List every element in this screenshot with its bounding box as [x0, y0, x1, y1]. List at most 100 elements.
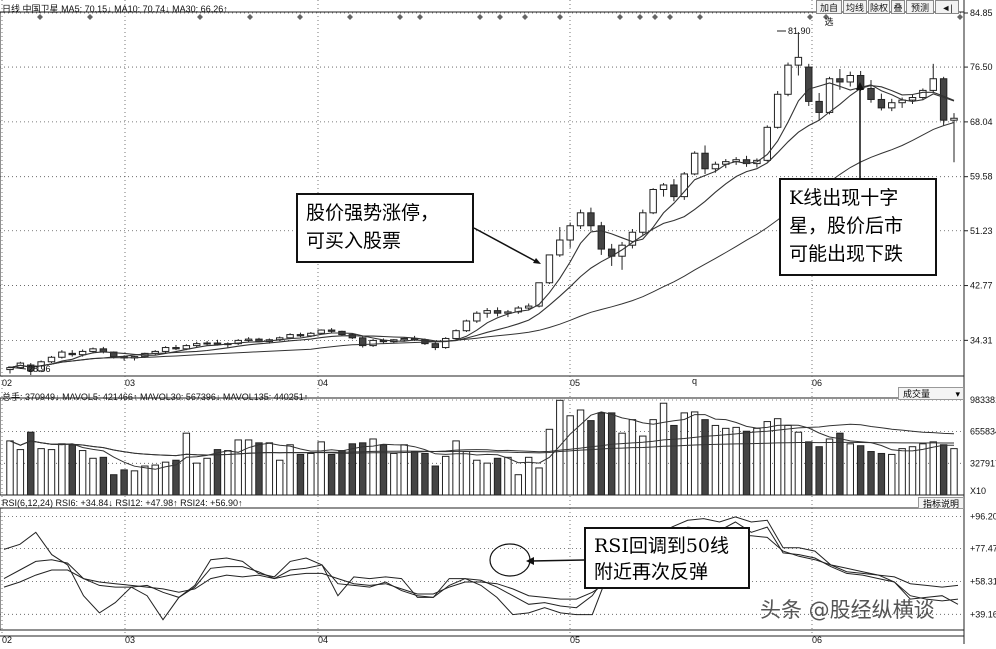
forecast-button[interactable]: 预测	[906, 0, 934, 14]
callout-rsi: RSI回调到50线 附近再次反弹	[584, 527, 750, 589]
candle-body	[888, 102, 896, 109]
candle-body	[711, 163, 720, 170]
rsi24-line	[3, 535, 959, 600]
callout-doji-line-3: 可能出现下跌	[789, 243, 904, 265]
indicator-select[interactable]: 成交量	[898, 387, 964, 401]
volume-bar	[193, 462, 201, 496]
volume-bar	[421, 452, 429, 496]
volume-bar	[244, 439, 253, 496]
candle-body	[784, 64, 792, 95]
volume-bar	[265, 442, 274, 496]
candle-body	[234, 339, 242, 345]
volume-bar	[161, 461, 170, 496]
candle-body	[597, 225, 606, 250]
x-axis-label: 03	[125, 635, 135, 644]
volume-bar	[504, 456, 512, 496]
volume-axis-label: 983381	[970, 395, 996, 405]
volume-header: 总手: 370949↓ MAVOL5: 421466↑ MAVOL30: 567…	[2, 390, 308, 403]
candle-body	[587, 212, 595, 227]
volume-bar	[815, 446, 823, 496]
candle-body	[203, 342, 211, 345]
candle-body	[431, 343, 440, 349]
callout-rsi-line-1: RSI回调到50线	[594, 535, 730, 557]
info-marker-icon	[637, 14, 643, 20]
volume-bar	[348, 443, 357, 496]
info-marker-icon	[497, 14, 503, 20]
volume-bar	[110, 474, 118, 496]
price-axis-label: 51.23	[970, 226, 993, 236]
volume-bar	[358, 442, 367, 496]
volume-axis-label: 655834	[970, 427, 996, 437]
volume-bar	[58, 443, 66, 496]
volume-bar	[576, 409, 585, 496]
mavol5-line	[9, 411, 954, 470]
collapse-button[interactable]: ◄|	[935, 0, 959, 14]
price-axis-label: 42.77	[970, 281, 993, 291]
volume-bar	[307, 452, 315, 496]
mavol5-value: MAVOL5: 421466↑	[62, 392, 138, 402]
overlay-button[interactable]: 叠	[891, 0, 905, 14]
volume-bar	[524, 456, 533, 496]
x-axis-label: 02	[2, 635, 12, 644]
callout-limit-up-line-2: 可买入股票	[306, 230, 402, 252]
candle-body	[89, 348, 97, 352]
candle-body	[815, 100, 823, 113]
candle-body	[867, 87, 875, 100]
info-marker-icon	[397, 14, 403, 20]
volume-bar	[794, 431, 803, 496]
volume-bar	[6, 440, 14, 496]
candle-body	[649, 188, 657, 214]
volume-bar	[753, 427, 761, 496]
volume-bar	[27, 431, 35, 496]
volume-bar	[587, 420, 595, 496]
candle-body	[317, 329, 325, 334]
candle-body	[908, 97, 917, 101]
price-axis-label: 34.31	[970, 335, 993, 345]
candle-body	[193, 343, 201, 347]
candle-body	[545, 254, 554, 284]
volume-bar	[452, 440, 460, 496]
rsi-panel	[3, 516, 959, 621]
ma30-value: MA30: 66.26↑	[172, 4, 228, 14]
candle-body	[182, 345, 191, 350]
doji-arrowhead-icon	[856, 82, 864, 90]
volume-bar	[742, 430, 751, 496]
rsi12-value: RSI12: +47.98↑	[115, 498, 178, 508]
candle-body	[929, 78, 937, 91]
volume-bar	[846, 443, 854, 496]
ma5-value: MA5: 70.15↓	[61, 4, 112, 14]
candle-body	[400, 337, 408, 341]
candle-body	[939, 78, 948, 121]
volume-bar	[773, 418, 782, 496]
volume-bar	[649, 419, 657, 496]
volume-bar	[431, 465, 440, 496]
indicator-help-button[interactable]: 指标说明	[918, 497, 964, 509]
x-axis-label-upper: 04	[318, 378, 328, 388]
watermark: 头条 @股经纵横谈	[760, 598, 935, 622]
candle-body	[78, 350, 87, 356]
volume-bar	[670, 424, 678, 496]
candle-body	[358, 337, 367, 347]
candle-body	[763, 126, 771, 161]
volume-bar	[784, 424, 792, 496]
add-watchlist-button[interactable]: 加自选	[816, 0, 842, 27]
candle-body	[213, 342, 222, 345]
rsi6-line	[3, 516, 959, 621]
volume-bar	[182, 432, 191, 496]
callout-rsi-line-2: 附近再次反弹	[594, 561, 709, 583]
info-marker-icon	[667, 14, 673, 20]
volume-bar	[255, 442, 263, 496]
candle-body	[327, 329, 336, 332]
volume-bar	[888, 453, 896, 496]
volume-bar	[78, 450, 87, 496]
info-marker-icon	[37, 14, 43, 20]
volume-bar	[390, 452, 398, 496]
candle-body	[286, 334, 294, 339]
ex-rights-button[interactable]: 除权	[868, 0, 890, 14]
price-panel	[6, 32, 958, 375]
volume-bar	[224, 450, 232, 496]
volume-bar	[203, 457, 211, 496]
ma-button[interactable]: 均线	[843, 0, 867, 14]
low-price-leader	[7, 366, 27, 370]
volume-bar	[908, 446, 917, 496]
